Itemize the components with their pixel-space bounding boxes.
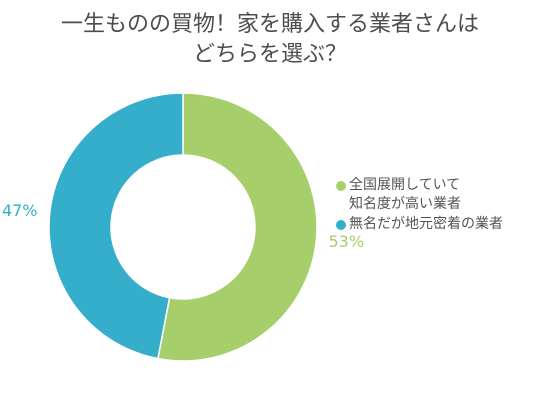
legend-label-local: 無名だが地元密着の業者 [349,216,503,232]
value-label-nationwide: 53% [328,232,364,251]
donut-value-labels: 53% 47% [2,201,364,251]
legend-item-local: 無名だが地元密着の業者 [336,215,503,234]
value-label-local: 47% [2,201,38,220]
legend-label-nationwide: 全国展開していて 知名度が高い業者 [349,177,461,212]
chart-title-line-2: どちらを選ぶ？ [192,42,347,67]
chart-title: 一生ものの買物！家を購入する業者さんは どちらを選ぶ？ [0,10,540,70]
donut-slices [48,92,318,362]
donut-slice-local [48,92,184,360]
legend-item-nationwide: 全国展開していて 知名度が高い業者 [336,176,503,214]
chart-title-line-1: 一生ものの買物！家を購入する業者さんは [60,12,479,37]
legend-swatch-local [336,220,346,230]
chart-legend: 全国展開していて 知名度が高い業者 無名だが地元密着の業者 [336,176,503,235]
donut-slice-nationwide [157,92,318,362]
legend-swatch-nationwide [336,181,346,191]
